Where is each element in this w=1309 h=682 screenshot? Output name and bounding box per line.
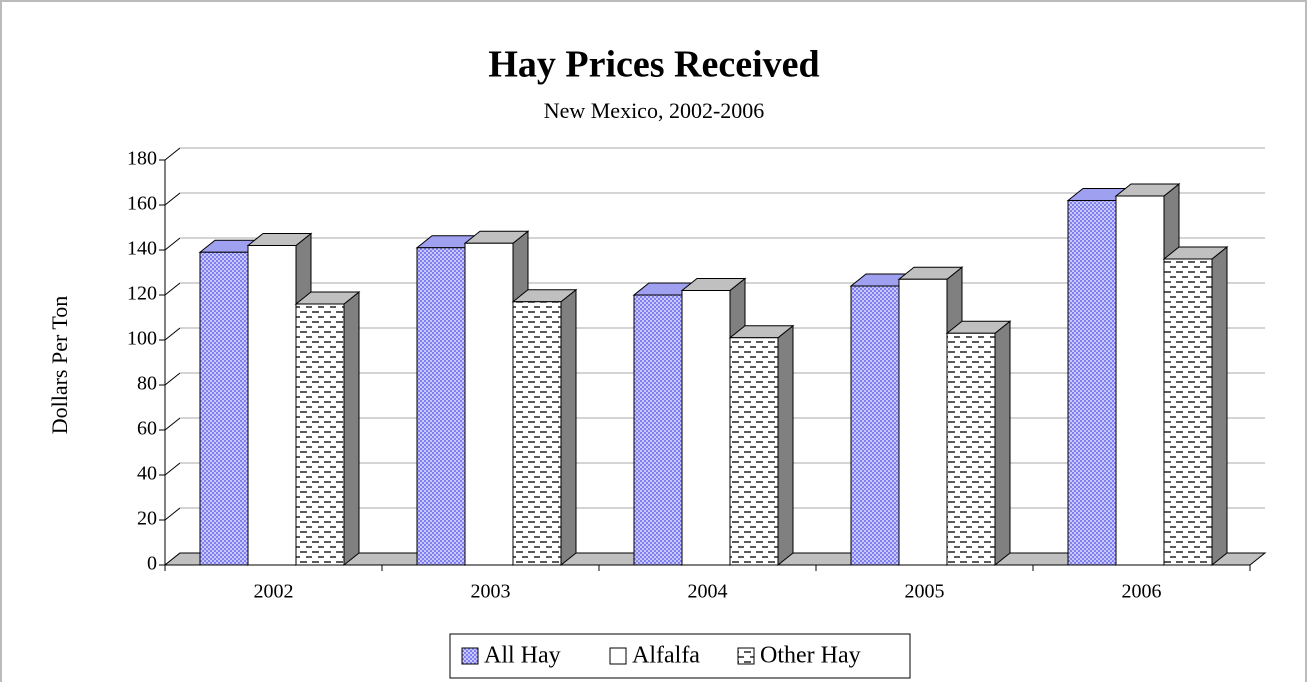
x-tick-label: 2003	[471, 581, 511, 603]
bar-side	[777, 324, 794, 567]
grid-line	[164, 327, 181, 341]
bar	[729, 337, 779, 566]
legend-label: Other Hay	[760, 643, 861, 669]
y-tick-label: 160	[127, 193, 157, 215]
grid-line	[164, 417, 181, 431]
legend-label: All Hay	[484, 643, 561, 669]
y-tick-label: 0	[147, 553, 157, 575]
bar	[464, 242, 514, 566]
x-tick-label: 2002	[254, 581, 294, 603]
x-tick-label: 2006	[1122, 581, 1162, 603]
bar	[1067, 200, 1117, 566]
bar	[1163, 258, 1213, 566]
y-tick-label: 120	[127, 283, 157, 305]
legend-label: Alfalfa	[632, 643, 700, 669]
grid-line	[164, 237, 181, 251]
bar-side	[994, 320, 1011, 567]
bar	[199, 251, 249, 566]
grid-line	[164, 372, 181, 386]
x-tick-label: 2005	[905, 581, 945, 603]
legend-swatch	[609, 647, 627, 665]
grid-line	[164, 507, 181, 521]
grid-line	[164, 192, 181, 206]
bar-side	[343, 290, 360, 567]
bar	[247, 245, 297, 566]
x-tick-label: 2004	[688, 581, 728, 603]
grid-line	[164, 147, 181, 161]
grid-line	[164, 282, 181, 296]
y-tick-label: 140	[127, 238, 157, 260]
y-tick-label: 80	[137, 373, 157, 395]
bar-side	[560, 288, 577, 567]
bar	[681, 290, 731, 566]
legend-swatch	[737, 647, 755, 665]
bar	[850, 285, 900, 566]
bar	[898, 278, 948, 566]
bar	[946, 332, 996, 566]
bar	[633, 294, 683, 566]
y-tick-label: 20	[137, 508, 157, 530]
bar	[1115, 195, 1165, 566]
legend	[449, 633, 911, 679]
legend-swatch	[461, 647, 479, 665]
y-tick-label: 60	[137, 418, 157, 440]
chart-title: Hay Prices Received	[488, 44, 819, 86]
bar	[416, 247, 466, 566]
y-tick-label: 40	[137, 463, 157, 485]
y-axis-label: Dollars Per Ton	[47, 296, 72, 435]
y-tick-label: 180	[127, 148, 157, 170]
grid-line	[164, 462, 181, 476]
bar	[295, 303, 345, 566]
chart-subtitle: New Mexico, 2002-2006	[544, 98, 765, 123]
bar	[512, 301, 562, 566]
bar-side	[1211, 245, 1228, 567]
y-tick-label: 100	[127, 328, 157, 350]
